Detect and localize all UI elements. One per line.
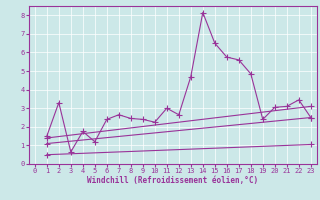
X-axis label: Windchill (Refroidissement éolien,°C): Windchill (Refroidissement éolien,°C) [87,176,258,185]
